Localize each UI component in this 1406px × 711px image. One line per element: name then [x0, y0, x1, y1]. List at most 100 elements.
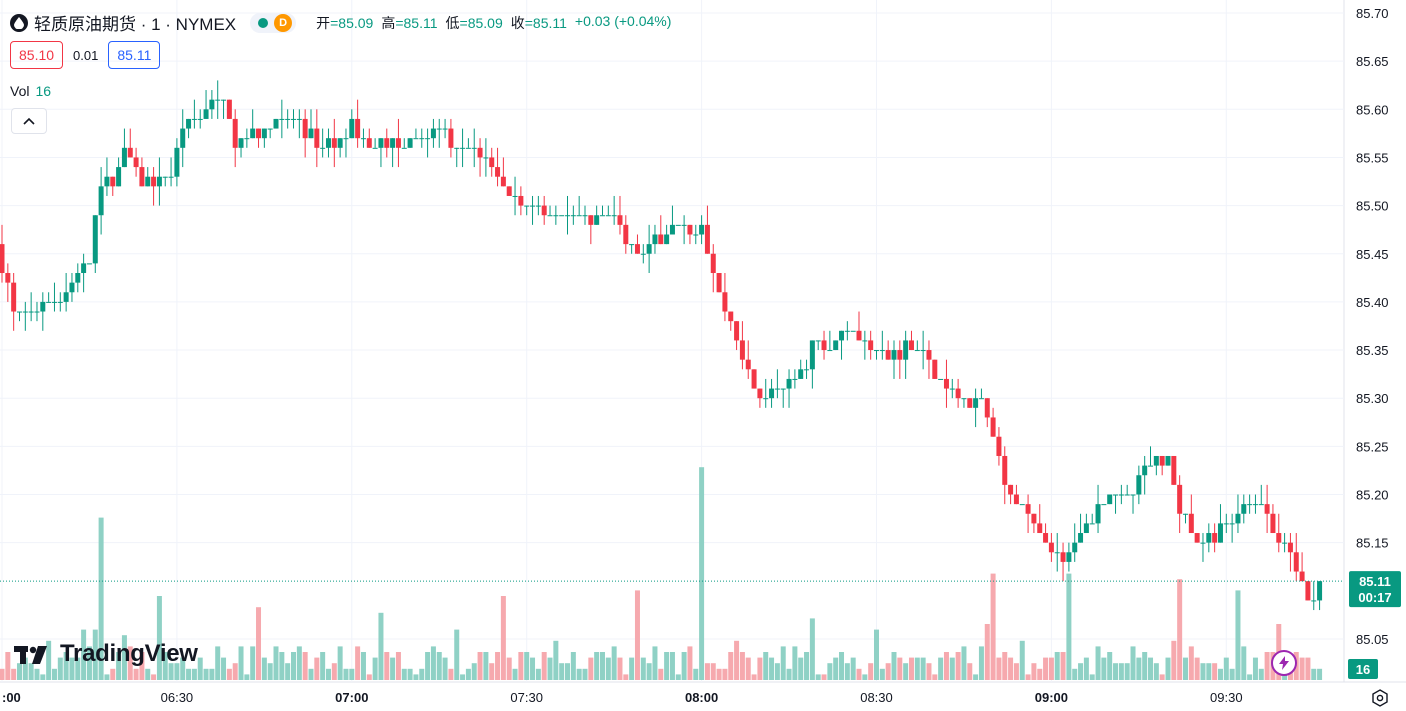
- volume-bar: [174, 663, 180, 680]
- volume-bar: [425, 652, 431, 680]
- volume-label: Vol: [10, 83, 30, 99]
- candle-body: [1037, 523, 1043, 534]
- volume-bar: [98, 517, 104, 680]
- candle-body: [133, 157, 139, 168]
- volume-bar: [180, 657, 186, 680]
- candle-body: [1299, 571, 1305, 582]
- volume-bar: [582, 668, 588, 680]
- volume-bar: [454, 629, 460, 680]
- candle-body: [355, 118, 361, 139]
- volume-bar: [63, 652, 69, 680]
- candle-body: [116, 167, 122, 187]
- candle-body: [943, 378, 949, 389]
- candle-body: [599, 215, 605, 217]
- candle-body: [1282, 542, 1288, 544]
- volume-bar: [1072, 668, 1078, 680]
- open-label: 开: [316, 14, 331, 31]
- volume-bar: [710, 663, 716, 680]
- volume-bar: [856, 668, 862, 680]
- volume-bar: [232, 663, 238, 680]
- candle-body: [833, 340, 839, 351]
- candle-body: [1212, 533, 1218, 543]
- volume-bar: [518, 652, 524, 680]
- candle-body: [1247, 504, 1253, 506]
- open-value: =85.09: [330, 14, 374, 31]
- candle-body: [990, 417, 996, 437]
- candle-body: [500, 176, 506, 187]
- candle-body: [22, 311, 28, 313]
- time-axis[interactable]: :00 06:30 07:00 07:30 08:00 08:30 09:00 09:30: [2, 690, 1243, 705]
- volume-bar: [541, 652, 547, 680]
- candle-body: [751, 369, 757, 389]
- volume-bar: [745, 657, 751, 680]
- market-status[interactable]: D: [250, 12, 297, 33]
- volume-bar: [1229, 668, 1235, 680]
- candle-body: [121, 147, 127, 168]
- tradingview-logo[interactable]: TradingView: [14, 640, 198, 668]
- volume-bar: [442, 657, 448, 680]
- volume-bar: [500, 596, 506, 680]
- candle-body: [850, 330, 856, 332]
- candle-body: [1293, 552, 1299, 572]
- volume-bar: [973, 674, 979, 680]
- volume-bar: [535, 668, 541, 680]
- symbol-title[interactable]: 轻质原油期货 · 1 · NYMEX: [34, 15, 237, 34]
- candle-body: [1200, 542, 1206, 544]
- volume-bar: [51, 668, 57, 680]
- candle-body: [1258, 504, 1264, 506]
- candle-body: [296, 118, 302, 120]
- volume-legend[interactable]: Vol 16: [10, 83, 51, 99]
- candle-body: [611, 215, 617, 217]
- collapse-legend-button[interactable]: [11, 108, 47, 134]
- volume-bar: [1025, 674, 1031, 680]
- candle-body: [582, 215, 588, 217]
- candle-body: [483, 157, 489, 159]
- volume-bar: [1252, 657, 1258, 680]
- volume-bar: [926, 663, 932, 680]
- candle-body: [419, 138, 425, 140]
- last-price-label: 85.11: [1359, 574, 1391, 589]
- bid-ask-row: 85.10 0.01 85.11: [10, 41, 161, 69]
- candle-body: [518, 195, 524, 206]
- candle-body: [232, 118, 238, 148]
- delay-badge: D: [274, 13, 293, 32]
- candle-body: [168, 176, 174, 178]
- candle-body: [384, 138, 390, 148]
- volume-bar: [395, 652, 401, 680]
- candle-body: [1095, 504, 1101, 524]
- candle-body: [86, 263, 92, 265]
- ask-price-button[interactable]: 85.11: [108, 41, 161, 69]
- candle-body: [34, 311, 40, 313]
- volume-bar: [314, 657, 320, 680]
- candle-body: [774, 388, 780, 390]
- candle-body: [1229, 523, 1235, 525]
- volume-bar: [209, 668, 215, 680]
- price-axis[interactable]: 85.70 85.65 85.60 85.55 85.50 85.45 85.40 85.35…: [1356, 6, 1389, 647]
- candle-body: [349, 118, 355, 139]
- volume-bar: [1287, 668, 1293, 680]
- volume-bar: [599, 652, 605, 680]
- settings-button[interactable]: [1370, 688, 1390, 708]
- candle-body: [879, 350, 885, 352]
- candle-body: [407, 138, 413, 148]
- candle-body: [325, 138, 331, 148]
- candle-body: [46, 301, 52, 303]
- bid-price-button[interactable]: 85.10: [10, 41, 64, 69]
- price-tick-label: 85.15: [1356, 536, 1389, 551]
- volume-bar: [1124, 663, 1130, 680]
- volume-bar: [1148, 657, 1154, 680]
- volume-bar: [821, 674, 827, 680]
- candle-body: [716, 273, 722, 293]
- candle-body: [955, 388, 961, 399]
- volume-bar: [879, 668, 885, 680]
- volume-bar: [868, 663, 874, 680]
- volume-bar: [634, 590, 640, 680]
- candle-body: [191, 118, 197, 120]
- lightning-button[interactable]: [1271, 650, 1297, 676]
- volume-bar: [699, 467, 705, 680]
- candle-body: [279, 118, 285, 120]
- candle-body: [821, 340, 827, 351]
- volume-bar: [687, 646, 693, 680]
- volume-bar: [110, 668, 116, 680]
